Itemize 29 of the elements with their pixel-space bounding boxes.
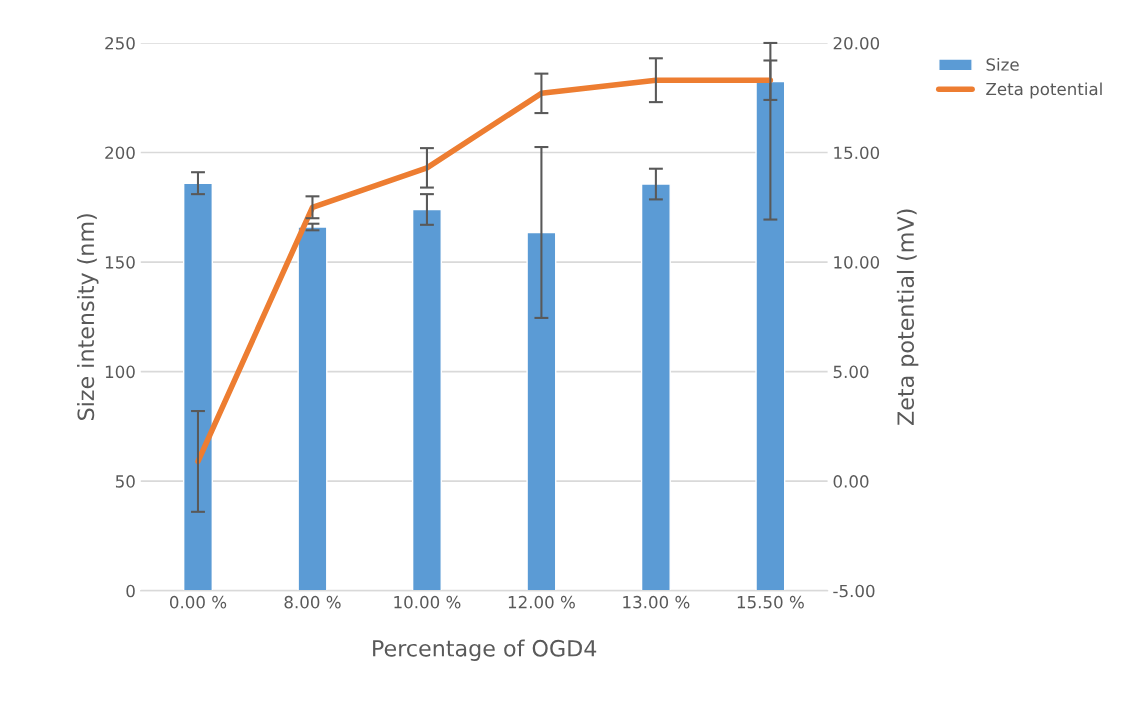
x-axis-title: Percentage of OGD4: [373, 639, 597, 661]
y-tick-label: 200: [105, 146, 135, 160]
y-tick-label: 250: [105, 36, 135, 50]
x-tick-label: 10.00 %: [394, 595, 461, 609]
bar: [297, 226, 328, 591]
bar: [640, 183, 671, 591]
y2-tick-label: 15.00: [834, 146, 880, 160]
y2-tick-label: 20.00: [833, 36, 880, 50]
legend-label: Zeta potential: [986, 82, 1102, 99]
y-tick-label: 50: [115, 475, 135, 488]
y-tick-label: 100: [105, 365, 135, 379]
bar: [526, 231, 557, 591]
y2-axis-title: Zeta potential (mV): [896, 209, 919, 426]
y2-tick-label: -5.00: [833, 584, 875, 598]
y2-tick-label: 0.00: [833, 475, 869, 488]
x-tick-label: 8.00 %: [284, 595, 341, 609]
y-tick-label: 150: [105, 256, 135, 269]
bar: [755, 80, 786, 591]
x-tick-label: 15.50 %: [737, 595, 804, 609]
legend-label: Size: [986, 57, 1019, 71]
bar: [411, 208, 442, 591]
x-tick-label: 0.00 %: [169, 595, 227, 609]
y-axis-title: Size intensity (nm): [77, 214, 99, 420]
y-tick-label: 0: [126, 584, 135, 598]
x-tick-label: 13.00 %: [623, 595, 690, 609]
y2-tick-label: 10.00: [834, 256, 880, 269]
y2-tick-label: 5.00: [833, 365, 869, 379]
x-tick-label: 12.00 %: [508, 595, 575, 609]
bar: [182, 182, 213, 591]
